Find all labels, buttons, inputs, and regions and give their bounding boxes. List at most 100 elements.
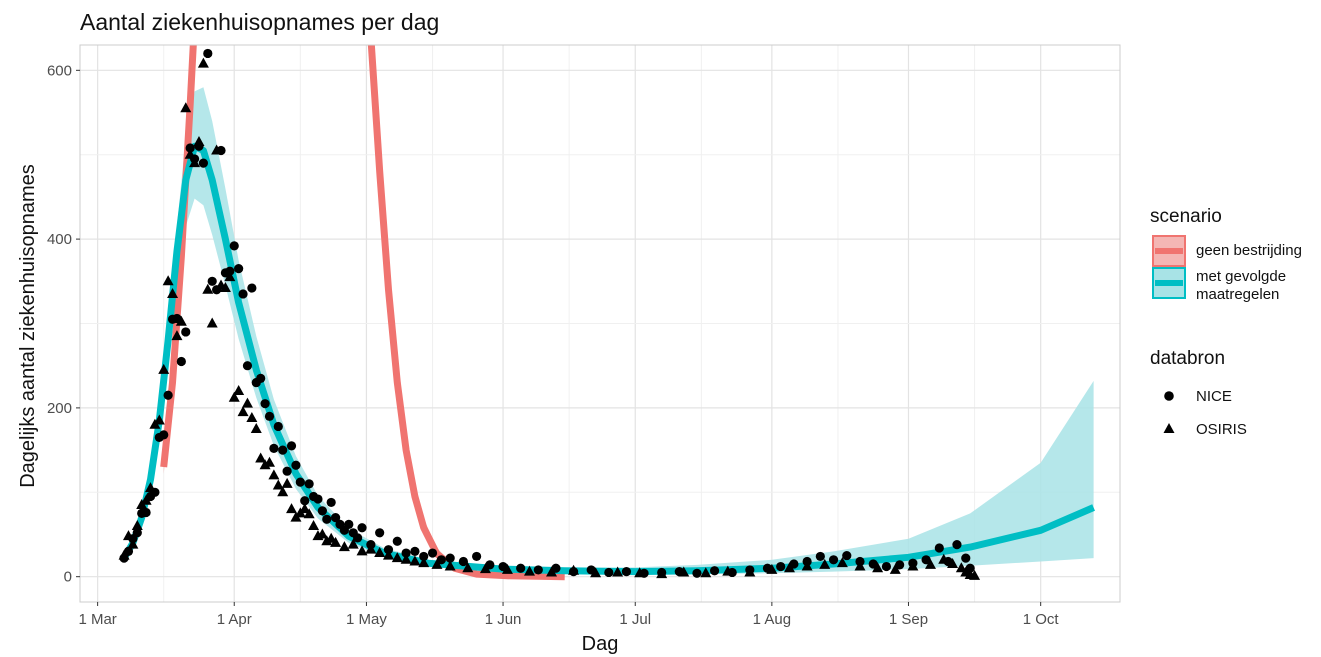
legend-label-databron: NICE bbox=[1196, 388, 1232, 405]
osiris-point bbox=[744, 566, 756, 577]
osiris-point bbox=[854, 560, 866, 571]
nice-point bbox=[278, 445, 288, 455]
osiris-point bbox=[286, 503, 298, 514]
osiris-point bbox=[338, 541, 350, 552]
nice-point bbox=[203, 48, 213, 59]
x-tick-label: 1 Mar bbox=[78, 611, 116, 628]
osiris-point bbox=[568, 564, 580, 575]
legend-label-databron: OSIRIS bbox=[1196, 421, 1247, 438]
osiris-point bbox=[263, 456, 275, 467]
nice-point bbox=[621, 567, 632, 577]
osiris-point bbox=[391, 552, 403, 563]
osiris-point bbox=[268, 469, 280, 480]
osiris-point bbox=[167, 287, 179, 298]
osiris-point bbox=[907, 560, 919, 571]
osiris-point bbox=[479, 563, 491, 574]
nice-point bbox=[881, 561, 892, 572]
nice-point bbox=[921, 555, 931, 565]
osiris-point bbox=[365, 543, 377, 554]
nice-point bbox=[304, 479, 314, 489]
osiris-point bbox=[241, 397, 253, 408]
osiris-point bbox=[175, 315, 187, 326]
x-tick-label: 1 May bbox=[346, 611, 387, 628]
nice-point bbox=[533, 565, 543, 575]
nice-point bbox=[300, 496, 310, 506]
osiris-point bbox=[678, 566, 690, 577]
nice-point bbox=[392, 536, 402, 546]
nice-point bbox=[709, 566, 720, 576]
osiris-point bbox=[303, 508, 315, 519]
osiris-point bbox=[118, 549, 130, 560]
x-axis-title: Dag bbox=[582, 633, 619, 655]
osiris-point bbox=[947, 558, 959, 569]
nice-point bbox=[842, 550, 852, 561]
osiris-point bbox=[925, 558, 937, 569]
osiris-point bbox=[347, 538, 359, 549]
nice-point bbox=[242, 361, 253, 371]
nice-point bbox=[516, 563, 526, 573]
osiris-point bbox=[316, 528, 328, 539]
osiris-point bbox=[193, 136, 205, 147]
nice-point bbox=[238, 289, 248, 299]
osiris-point bbox=[872, 562, 884, 573]
osiris-point bbox=[158, 363, 170, 374]
osiris-point bbox=[501, 563, 513, 574]
nice-point bbox=[181, 327, 191, 337]
legend-key-circle bbox=[1164, 391, 1174, 401]
nice-point bbox=[357, 523, 367, 533]
line-geen-bestrijding bbox=[367, 45, 565, 581]
nice-point bbox=[828, 555, 839, 565]
osiris-point bbox=[330, 536, 342, 547]
x-tick-label: 1 Jul bbox=[619, 611, 651, 628]
nice-point bbox=[375, 528, 385, 538]
osiris-point bbox=[145, 482, 157, 493]
nice-point bbox=[472, 551, 482, 562]
osiris-point bbox=[224, 271, 236, 282]
y-tick-label: 400 bbox=[47, 231, 72, 248]
nice-point bbox=[458, 556, 468, 567]
nice-point bbox=[273, 421, 283, 432]
osiris-point bbox=[277, 486, 289, 497]
nice-point bbox=[163, 390, 173, 400]
osiris-point bbox=[409, 555, 421, 566]
nice-point bbox=[256, 373, 266, 383]
legend: scenario geen bestrijding met gevolgde maa… bbox=[1150, 206, 1302, 438]
osiris-point bbox=[700, 567, 712, 578]
osiris-point bbox=[259, 459, 271, 470]
nice-point bbox=[159, 430, 169, 440]
osiris-point bbox=[444, 560, 456, 571]
x-tick-label: 1 Jun bbox=[485, 611, 522, 628]
nice-point bbox=[286, 441, 297, 451]
nice-point bbox=[436, 555, 446, 565]
nice-point bbox=[264, 411, 275, 421]
nice-point bbox=[961, 553, 971, 563]
band-met-gevolgde-maatregelen bbox=[124, 87, 1094, 575]
osiris-point bbox=[590, 567, 602, 578]
osiris-point bbox=[431, 558, 443, 569]
model-lines bbox=[121, 45, 1095, 581]
nice-point bbox=[317, 506, 327, 516]
osiris-point bbox=[462, 562, 474, 573]
x-axis-ticks: 1 Mar 1 Apr 1 May 1 Jun 1 Jul 1 Aug 1 Sep 1 Oct bbox=[78, 602, 1059, 628]
osiris-point bbox=[127, 538, 139, 549]
nice-point bbox=[445, 553, 455, 563]
y-axis-title: Dagelijks aantal ziekenhuisopnames bbox=[17, 164, 39, 488]
nice-point bbox=[604, 567, 614, 578]
osiris-point bbox=[969, 569, 981, 580]
nice-point bbox=[322, 514, 332, 524]
y-axis-ticks: 0 200 400 600 bbox=[47, 62, 80, 586]
osiris-point bbox=[722, 565, 734, 576]
osiris-point bbox=[184, 148, 196, 159]
nice-point bbox=[326, 497, 336, 508]
x-tick-label: 1 Apr bbox=[217, 611, 252, 628]
osiris-point bbox=[356, 545, 368, 556]
osiris-point bbox=[374, 547, 386, 558]
legend-label-scenario: met gevolgde bbox=[1196, 268, 1286, 285]
osiris-point bbox=[197, 57, 209, 68]
x-tick-label: 1 Sep bbox=[889, 611, 928, 628]
nice-point bbox=[207, 276, 217, 286]
osiris-point bbox=[153, 414, 165, 425]
band-geen-bestrijding bbox=[370, 45, 565, 577]
osiris-point bbox=[246, 412, 258, 423]
osiris-point bbox=[766, 563, 778, 574]
